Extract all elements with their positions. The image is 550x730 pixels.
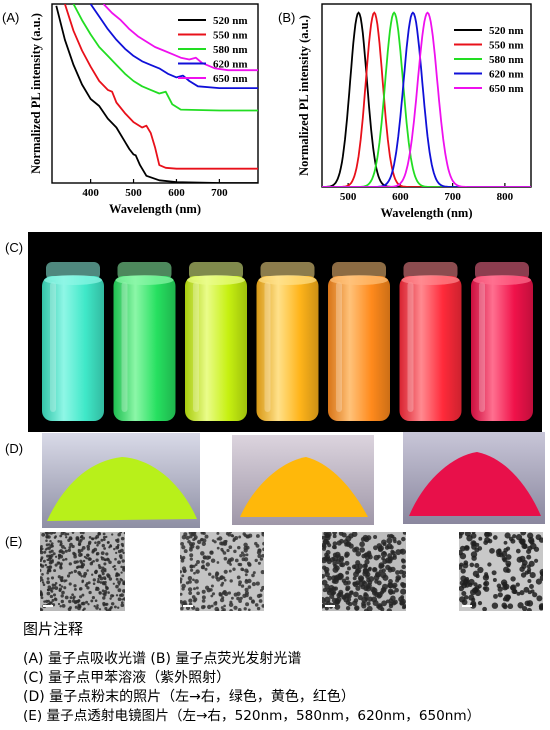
emission-chart: 500 600 700 800 Wavelength (nm) Normalized PL… [297,3,532,220]
chart-b-series-line [322,11,531,187]
vial-highlight [479,282,485,412]
tem-scale-bar [43,605,53,607]
chart-a-legend-label: 620 nm [213,59,248,71]
vial-highlight [264,282,271,412]
chart-a-x-tick-label: 600 [168,187,185,199]
tem-image-650 [459,532,543,611]
chart-b-y-axis-label: Normalized PL intensity (a.u.) [297,15,311,176]
chart-a-legend-label: 650 nm [213,73,248,85]
vial-neck [260,262,315,280]
vial-meniscus [115,275,174,285]
vial-meniscus [44,275,102,285]
vial-meniscus [187,275,245,285]
chart-b-x-tick-label: 500 [340,191,357,203]
tem-scale-bar [325,605,335,607]
panel-label-b: (B) [278,10,296,25]
vial-meniscus [473,275,531,285]
vial-body [328,276,390,421]
vial-meniscus [330,275,388,285]
chart-b-series-line [322,11,531,187]
chart-b-series-line [322,11,531,187]
vials-photo [28,232,542,432]
powder-pile-yellow [240,457,368,517]
tem-scale-bar [462,605,472,607]
panel-label-c: (C) [5,240,24,255]
vial-body [185,276,247,421]
absorption-chart: 400 500 600 700 Wavelength (nm) Normalized PL… [29,3,259,216]
vial-neck [46,262,100,280]
caption-line-3: (D) 量子点粉末的照片（左→右，绿色，黄色，红色） [23,689,355,705]
vial-highlight [336,282,342,412]
vial-meniscus [401,275,460,285]
chart-b-x-axis-label: Wavelength (nm) [380,206,472,220]
tem-image-620 [322,532,406,611]
tem-image-520 [40,532,125,611]
chart-a-plot-frame [51,3,259,184]
chart-a-x-tick-label: 700 [211,187,228,199]
powder-pile-red [409,452,541,516]
chart-b-legend-label: 620 nm [489,69,524,81]
tem-image-580 [180,532,264,611]
chart-b-x-tick-label: 800 [497,191,514,203]
chart-a-series-line [72,4,258,112]
panel-label-d: (D) [5,441,24,456]
vial-highlight [193,282,199,412]
powder-photo-green [42,433,200,528]
vial-highlight [50,282,56,412]
chart-a-series-line [64,4,258,170]
caption-title: 图片注释 [23,620,84,638]
chart-b-legend-label: 580 nm [489,54,524,66]
chart-a-y-axis-label: Normalized PL intensity (a.u.) [29,13,43,174]
vial-body [113,276,176,421]
vial-neck [403,262,458,280]
panel-label-e: (E) [5,534,23,549]
chart-a-series-line [102,4,258,72]
chart-b-series-line [322,11,531,187]
vial-meniscus [258,275,317,285]
vial-highlight [121,282,128,412]
chart-b-legend-label: 550 nm [489,40,524,52]
vial-neck [117,262,172,280]
powder-photo-yellow [232,435,374,525]
powder-pile-green [47,457,197,521]
vial-highlight [407,282,414,412]
chart-a-x-tick-label: 400 [82,187,99,199]
vial-neck [475,262,529,280]
powder-photo-red [403,432,545,524]
vial-body [399,276,462,421]
chart-b-series-line [322,11,531,187]
caption-line-1: (A) 量子点吸收光谱 (B) 量子点荧光发射光谱 [23,651,302,667]
chart-a-series-line [55,5,258,183]
tem-scale-bar [183,605,193,607]
chart-a-legend-label: 520 nm [213,15,248,27]
vial-body [471,276,533,421]
caption-line-2: (C) 量子点甲苯溶液（紫外照射） [23,670,231,686]
chart-b-x-tick-label: 600 [392,191,409,203]
chart-a-x-axis-label: Wavelength (nm) [109,202,201,216]
caption-line-4: (E) 量子点透射电镜图片（左→右，520nm，580nm，620nm，650n… [23,708,481,724]
chart-b-legend-label: 520 nm [489,25,524,37]
panel-label-a: (A) [2,10,20,25]
vial-neck [189,262,243,280]
chart-b-x-tick-label: 700 [444,191,461,203]
vial-neck [332,262,386,280]
chart-b-legend-label: 650 nm [489,83,524,95]
chart-a-series-line [89,4,258,89]
vial-body [42,276,104,421]
chart-a-legend-label: 580 nm [213,44,248,56]
chart-a-legend-label: 550 nm [213,30,248,42]
vial-body [256,276,319,421]
chart-a-x-tick-label: 500 [125,187,142,199]
